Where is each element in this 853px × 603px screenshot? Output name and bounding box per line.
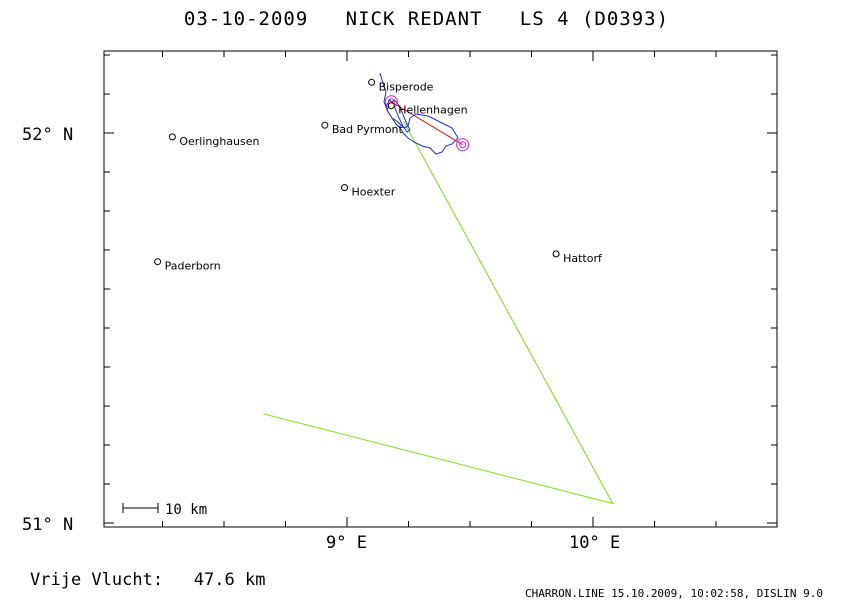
free-flight-label: Vrije Vlucht: (30, 570, 164, 590)
flight-title: 03-10-2009 NICK REDANT LS 4 (D0393) (0, 8, 853, 30)
town-label: Bad Pyrmont (332, 123, 404, 136)
axis-ticks (104, 51, 777, 527)
flight-track (379, 72, 459, 155)
lon-label-10: 10° E (569, 533, 620, 553)
town-label: Hellenhagen (398, 104, 467, 117)
town-marker (168, 133, 176, 141)
free-flight-value: 47.6 km (193, 570, 266, 590)
glider-id: LS 4 (D0393) (519, 8, 670, 30)
lat-label-51: 51° N (22, 515, 73, 535)
town-marker (341, 184, 349, 192)
lat-label-52: 52° N (22, 125, 73, 145)
town-label: Oerlinghausen (179, 135, 259, 148)
town-marker (321, 121, 329, 129)
task-route (263, 121, 614, 505)
town-marker (368, 78, 376, 86)
turnpoint-marker (459, 141, 467, 149)
software-footer: CHARRON.LINE 15.10.2009, 10:02:58, DISLI… (524, 587, 823, 600)
town-marker (154, 258, 162, 266)
scale-label: 10 km (165, 502, 207, 518)
town-marker (387, 102, 395, 110)
scale-bar: 10 km (122, 502, 207, 518)
town-marker (552, 250, 560, 258)
pilot-name: NICK REDANT (345, 8, 483, 30)
town-label: Paderborn (165, 260, 221, 273)
flight-date: 03-10-2009 (183, 8, 309, 30)
town-markers: Bisperode Hellenhagen Bad Pyrmont Oerlingha… (154, 78, 603, 273)
town-label: Hoexter (352, 186, 396, 199)
turnpoint-marker (456, 138, 470, 152)
lon-label-9: 9° E (326, 533, 367, 553)
town-label: Bisperode (379, 80, 434, 93)
town-label: Hattorf (563, 252, 603, 265)
free-flight-line (391, 101, 463, 146)
free-flight-summary: Vrije Vlucht: 47.6 km (30, 570, 265, 590)
